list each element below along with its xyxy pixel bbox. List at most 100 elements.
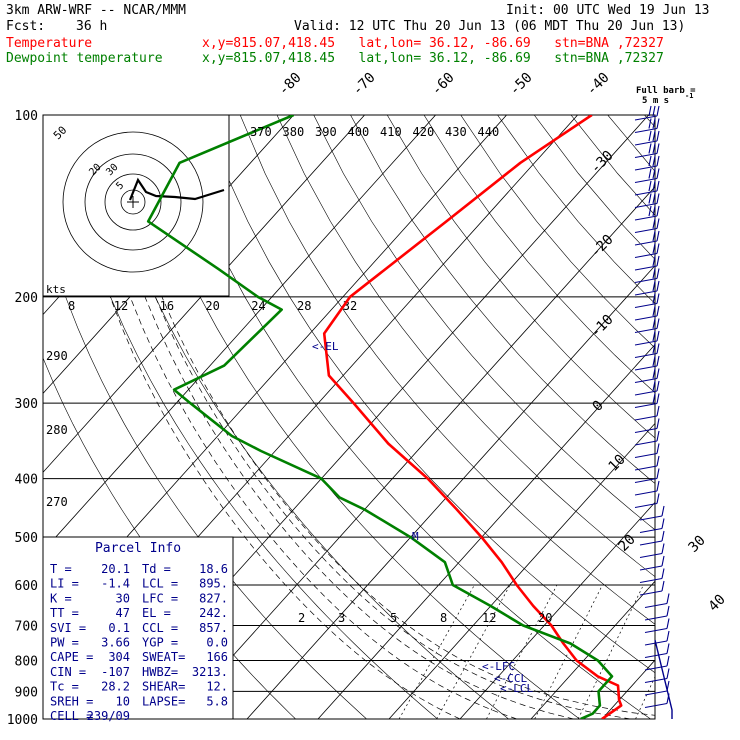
parcel-info-box [42,536,234,720]
wind-barb [644,593,670,609]
theta-label: 370 [250,125,272,139]
isotherm-tick-label: -40 [584,70,613,99]
mixing-ratio-line [577,584,644,719]
isotherm-tick-label: -30 [588,148,617,177]
parcel-info-key: LAPSE= [142,694,185,708]
theta-label: 380 [283,125,305,139]
parcel-info-value: 18.6 [199,562,228,576]
isotherm-tick-label: 10 [606,452,629,475]
parcel-annotation: <-LCL [500,682,533,695]
parcel-annotation: <-CCL [494,672,527,685]
wind-barb [634,480,660,496]
isotherm-tick-label: -50 [507,70,536,99]
parcel-info-value: 895. [199,577,228,591]
wind-barb [634,493,660,509]
temperature-location: x,y=815.07,418.45 lat,lon= 36.12, -86.69… [202,36,664,51]
pressure-tick-label: 300 [15,397,38,412]
isotherm-line [246,265,655,719]
dry-adiabat-line [166,115,651,719]
parcel-info-key: T = [50,562,72,576]
parcel-info-key: PW = [50,636,79,650]
hodograph-axis-label: 12 [114,299,128,313]
wind-barb [634,205,660,221]
parcel-info-value: 20.1 [101,562,130,576]
parcel-info-key: CCL = [142,621,178,635]
wind-barb [639,518,665,534]
parcel-info-key: LCL = [142,577,178,591]
theta-label: 420 [413,125,435,139]
parcel-info-key: SREH = [50,694,93,708]
parcel-info-value: 0.1 [108,621,130,635]
parcel-info-value: 0.0 [206,636,228,650]
dry-adiabat-line [644,115,655,128]
parcel-info-key: TT = [50,606,79,620]
dry-adiabat-line [350,115,655,484]
wind-barb [634,380,660,396]
hodograph-axis-label: 16 [160,299,174,313]
isotherm-tick-label: 30 [686,533,709,556]
dry-adiabat-line [92,115,509,719]
pressure-tick-label: 400 [15,473,38,488]
parcel-info-value: -1.4 [101,577,130,591]
isotherm-tick-label: -80 [276,70,305,99]
wind-barb [634,393,660,409]
wind-barb [634,355,660,371]
forecast-label: Fcst: [6,19,46,34]
theta-label: 390 [315,125,337,139]
isotherm-tick-label: 40 [706,592,729,615]
dry-adiabat-line [276,115,655,578]
isotherm-line [175,186,655,719]
temperature-line [322,115,623,719]
wind-barb [634,105,660,121]
pressure-tick-label: 800 [15,654,38,669]
parcel-info-key: CAPE = [50,650,93,664]
parcel-info-value: 5.8 [206,694,228,708]
wind-barb [634,268,660,284]
parcel-info-key: EL = [142,606,171,620]
parcel-info-value: 12. [206,680,228,694]
dry-adiabat-line [460,115,655,349]
wind-barb [634,405,660,421]
forecast-hours: 36 h [76,19,108,34]
wind-barb [644,630,670,646]
parcel-info-value: 827. [199,591,228,605]
dry-adiabat-line [423,115,655,394]
isotherm-tick-label: 20 [616,532,639,555]
mixing-ratio-line [398,584,475,719]
parcel-info-key: SVI = [50,621,86,635]
isotherm-line [317,343,655,719]
parcel-info-value: 47 [116,606,130,620]
wind-barb [634,330,660,346]
theta-side-label: 270 [46,495,68,509]
wind-barb [634,430,660,446]
parcel-info-key: YGP = [142,636,178,650]
wind-barb [644,605,670,621]
isotherm-line [388,422,655,719]
dewpoint-legend: Dewpoint temperature [6,51,163,66]
pressure-tick-label: 200 [15,291,38,306]
barb-legend-superscript: -1 [685,92,693,100]
isotherm-tick-label: -10 [588,312,617,341]
mixing-ratio-label: 8 [440,611,447,625]
mixing-ratio-label: 2 [298,611,305,625]
parcel-info-value: 30 [116,591,130,605]
pressure-tick-label: 1000 [7,713,38,728]
parcel-info-value: 304 [108,650,130,664]
wind-barb [634,468,660,484]
dewpoint-line [146,115,614,719]
wind-barb [644,618,670,634]
wind-barb [644,643,670,659]
moist-adiabat-line [161,296,655,716]
isotherm-line [530,580,655,719]
mixing-ratio-line [436,584,511,719]
pressure-tick-label: 100 [15,109,38,124]
mixing-ratio-line [486,584,558,719]
parcel-annotation: M [412,530,419,543]
isotherm-tick-label: -60 [429,70,458,99]
theta-label: 430 [445,125,467,139]
wind-barb [634,255,660,271]
wind-barb [634,318,660,334]
wind-barb [634,230,660,246]
moist-adiabat-line [129,296,517,719]
